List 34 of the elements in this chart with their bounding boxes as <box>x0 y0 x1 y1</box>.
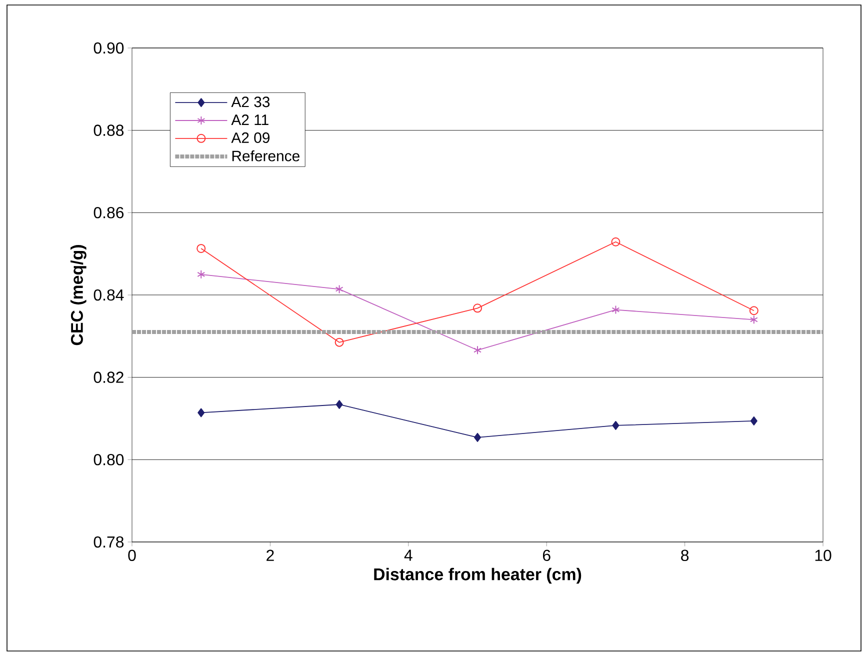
point <box>473 304 482 313</box>
x-tick-label: 8 <box>681 550 689 562</box>
x-tick-label: 4 <box>404 550 412 561</box>
y-tick-label: 0.82 <box>94 372 124 383</box>
x-tick-label: 0 <box>128 550 136 562</box>
point <box>474 432 482 442</box>
point <box>335 284 344 294</box>
point <box>611 237 620 246</box>
point <box>196 244 206 253</box>
y-tick-label: 0.84 <box>94 289 124 301</box>
y-tick-label: 0.88 <box>94 124 124 136</box>
x-tick-label: 2 <box>266 550 274 561</box>
point <box>336 400 343 409</box>
x-axis-title: Distance from heater (cm) <box>374 568 582 584</box>
point <box>334 338 344 347</box>
point <box>474 346 482 355</box>
point <box>749 306 758 316</box>
point <box>612 420 620 430</box>
legend-label: Reference <box>232 150 300 162</box>
y-tick-label: 0.90 <box>94 42 124 54</box>
y-tick-label: 0.78 <box>94 536 124 548</box>
legend-label: A2 33 <box>231 96 270 108</box>
y-axis-title: CEC (meq/g) <box>70 245 86 346</box>
y-tick-label: 0.80 <box>94 454 124 466</box>
point <box>612 305 620 314</box>
legend-label: A2 11 <box>231 114 268 125</box>
x-tick-label: 10 <box>815 550 832 562</box>
x-tick-label: 6 <box>542 550 550 562</box>
legend-label: A2 09 <box>231 132 270 144</box>
point <box>198 408 205 418</box>
point <box>750 315 758 324</box>
y-tick-label: 0.86 <box>94 207 124 218</box>
point <box>197 270 206 279</box>
point <box>750 416 758 426</box>
